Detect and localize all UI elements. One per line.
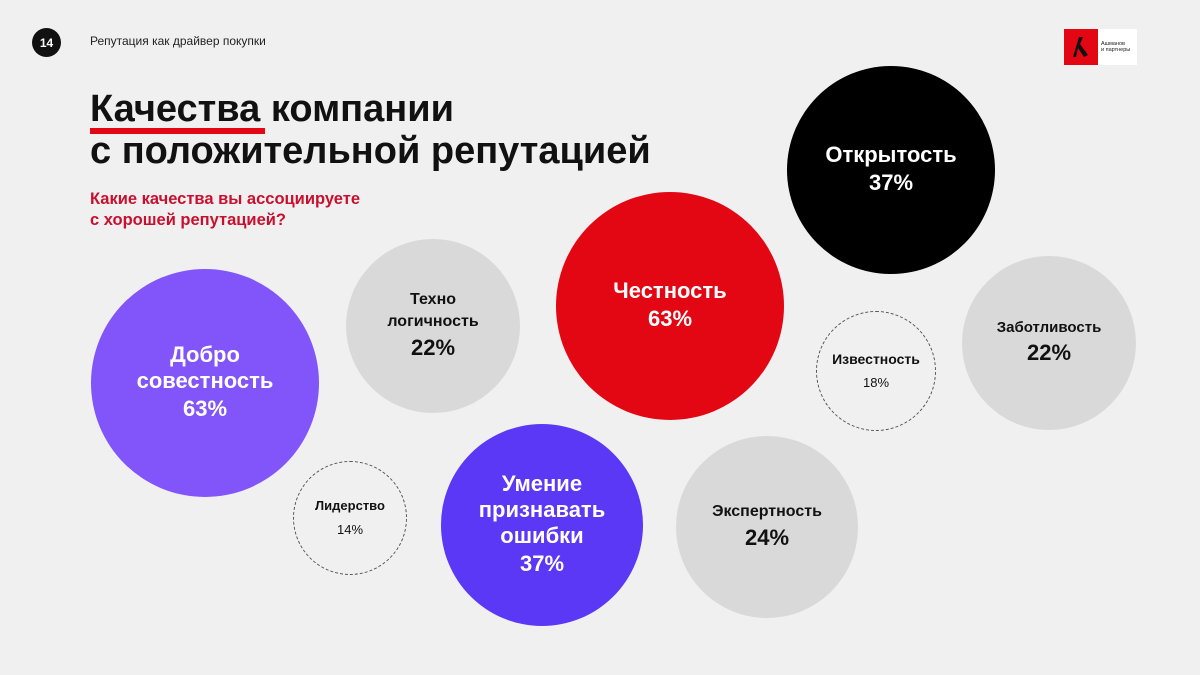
bubble-label: Умение признавать ошибки: [479, 471, 605, 549]
logo-mark-icon: [1064, 29, 1098, 65]
bubble-экспертность: Экспертность 24%: [676, 436, 858, 618]
bubble-label-line: Честность: [613, 278, 727, 303]
bubble-известность: Известность 18%: [816, 311, 936, 431]
bubble-label: Известность: [832, 350, 920, 368]
bubble-value: 63%: [647, 306, 693, 331]
page-number-badge: 14: [32, 28, 61, 57]
bubble-label: Техно логичность: [387, 289, 478, 333]
survey-question: Какие качества вы ассоциируете с хорошей…: [90, 189, 360, 231]
bubble-заботливость: Заботливость 22%: [962, 256, 1136, 430]
survey-question-line1: Какие качества вы ассоциируете: [90, 190, 361, 208]
bubble-label-line: Добро: [170, 342, 240, 367]
page-title-line2: с положительной репутацией: [90, 130, 651, 172]
bubble-label-line: Умение: [501, 471, 583, 496]
title-underline: [90, 128, 265, 134]
bubble-лидерство: Лидерство 14%: [293, 461, 407, 575]
bubble-умение-признавать-ошибки: Умение признавать ошибки 37%: [441, 424, 643, 626]
bubble-label: Лидерство: [315, 497, 385, 515]
bubble-label-line: Известность: [832, 350, 920, 367]
bubble-label-line: Заботливость: [996, 319, 1102, 336]
bubble-техно-логичность: Техно логичность 22%: [346, 239, 520, 413]
page-title: Качества компании с положительной репута…: [90, 88, 651, 172]
bubble-label-line: Лидерство: [315, 497, 385, 513]
company-logo: Ашманов и партнеры: [1064, 29, 1137, 65]
bubble-открытость: Открытость 37%: [787, 66, 995, 274]
bubble-label-line: логичность: [387, 313, 479, 330]
bubble-label: Добро совестность: [137, 342, 274, 394]
bubble-label-line: Техно: [410, 291, 456, 308]
section-title: Репутация как драйвер покупки: [90, 34, 266, 48]
bubble-label: Экспертность: [712, 501, 822, 523]
bubble-label-line: Открытость: [825, 142, 957, 167]
bubble-label: Честность: [613, 278, 726, 304]
bubble-value: 22%: [410, 335, 456, 360]
bubble-label-line: Экспертность: [712, 503, 822, 520]
logo-text: Ашманов и партнеры: [1098, 41, 1130, 54]
bubble-добро-совестность: Добро совестность 63%: [91, 269, 319, 497]
bubble-label-line: совестность: [136, 368, 274, 393]
page-title-line1: Качества компании: [90, 88, 454, 130]
survey-question-line2: с хорошей репутацией?: [90, 211, 286, 229]
bubble-label-line: признавать: [478, 497, 606, 522]
bubble-label: Открытость: [825, 142, 956, 168]
bubble-value: 24%: [744, 525, 790, 550]
bubble-честность: Честность 63%: [556, 192, 784, 420]
bubble-value: 22%: [1026, 340, 1072, 365]
bubble-value: 14%: [336, 521, 364, 537]
bubble-label-line: ошибки: [500, 523, 584, 548]
bubble-value: 37%: [868, 170, 914, 195]
bubble-value: 18%: [862, 374, 890, 390]
logo-text-line2: и партнеры: [1101, 47, 1131, 53]
logo-text-line1: Ашманов: [1101, 40, 1125, 47]
bubble-label: Заботливость: [997, 318, 1102, 338]
bubble-value: 63%: [182, 396, 228, 421]
bubble-value: 37%: [519, 551, 565, 576]
